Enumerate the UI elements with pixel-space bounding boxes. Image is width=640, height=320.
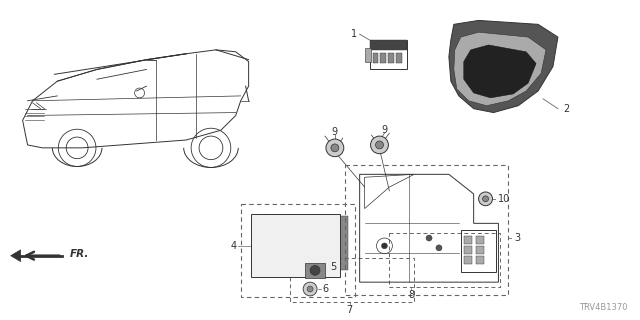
Bar bbox=[372, 53, 378, 63]
Circle shape bbox=[331, 144, 339, 152]
Text: 8: 8 bbox=[408, 290, 414, 300]
Text: 1: 1 bbox=[351, 29, 356, 39]
Bar bbox=[369, 40, 407, 50]
Bar bbox=[464, 256, 472, 264]
Circle shape bbox=[426, 235, 432, 241]
Bar bbox=[389, 233, 500, 287]
Text: 9: 9 bbox=[381, 125, 387, 135]
Text: 4: 4 bbox=[230, 241, 237, 251]
Bar bbox=[380, 53, 387, 63]
Circle shape bbox=[479, 192, 493, 206]
Circle shape bbox=[326, 139, 344, 157]
Polygon shape bbox=[11, 250, 20, 261]
Text: 5: 5 bbox=[330, 262, 336, 272]
Text: 2: 2 bbox=[563, 104, 569, 114]
Bar bbox=[476, 236, 484, 244]
Bar bbox=[464, 236, 472, 244]
Bar bbox=[305, 262, 325, 278]
Bar bbox=[345, 164, 508, 295]
Bar bbox=[251, 213, 340, 277]
Bar bbox=[241, 204, 355, 297]
Circle shape bbox=[483, 196, 488, 202]
Circle shape bbox=[381, 243, 387, 249]
Text: 3: 3 bbox=[515, 233, 520, 243]
Polygon shape bbox=[449, 20, 558, 113]
Bar bbox=[291, 258, 414, 302]
Circle shape bbox=[303, 282, 317, 296]
Circle shape bbox=[436, 245, 442, 251]
Polygon shape bbox=[464, 45, 536, 98]
Bar bbox=[369, 40, 407, 69]
Bar bbox=[476, 256, 484, 264]
Bar bbox=[464, 246, 472, 254]
Text: FR.: FR. bbox=[70, 249, 90, 259]
Bar bbox=[476, 246, 484, 254]
Circle shape bbox=[371, 136, 388, 154]
Bar bbox=[396, 53, 403, 63]
Bar bbox=[365, 48, 371, 61]
Text: 6: 6 bbox=[322, 284, 328, 294]
Circle shape bbox=[310, 266, 320, 275]
Text: 10: 10 bbox=[499, 194, 511, 204]
Text: 9: 9 bbox=[332, 127, 338, 137]
Text: 7: 7 bbox=[347, 305, 353, 315]
Text: TRV4B1370: TRV4B1370 bbox=[579, 303, 627, 312]
Bar bbox=[340, 216, 348, 270]
Circle shape bbox=[376, 141, 383, 149]
Circle shape bbox=[307, 286, 313, 292]
Bar bbox=[388, 53, 394, 63]
Polygon shape bbox=[454, 32, 546, 106]
